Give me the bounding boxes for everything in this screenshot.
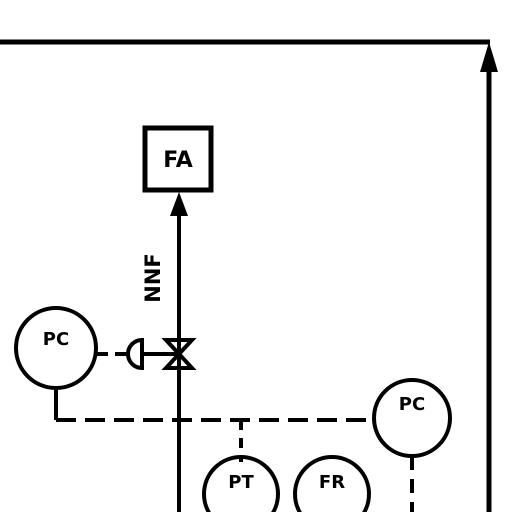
fr-label: FR <box>319 472 345 493</box>
pt-instrument: PT <box>202 455 280 517</box>
fa-label: FA <box>163 148 193 173</box>
fa-box: FA <box>142 125 214 193</box>
pc-right-label: PC <box>399 394 425 415</box>
pc-left-instrument: PC <box>14 306 98 390</box>
pc-right-instrument: PC <box>372 378 452 458</box>
pc-left-label: PC <box>43 329 69 350</box>
arrow-up-icon <box>480 42 498 72</box>
control-valve-icon <box>150 338 197 370</box>
pt-label: PT <box>228 472 254 493</box>
nnf-label: NNF <box>141 253 165 303</box>
actuator-icon <box>126 337 144 371</box>
fr-instrument: FR <box>293 455 371 517</box>
arrow-up-icon <box>170 192 188 216</box>
